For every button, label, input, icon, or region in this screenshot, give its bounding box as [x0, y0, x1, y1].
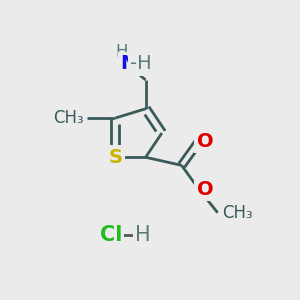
Text: S: S	[108, 148, 122, 167]
Text: O: O	[196, 180, 213, 199]
Text: -H: -H	[130, 54, 152, 73]
Text: H: H	[115, 43, 128, 61]
Text: H: H	[136, 225, 151, 245]
Text: CH₃: CH₃	[53, 109, 84, 127]
Text: N: N	[120, 54, 136, 73]
Text: O: O	[196, 132, 213, 151]
Text: Cl: Cl	[100, 225, 122, 245]
Text: CH₃: CH₃	[222, 204, 253, 222]
